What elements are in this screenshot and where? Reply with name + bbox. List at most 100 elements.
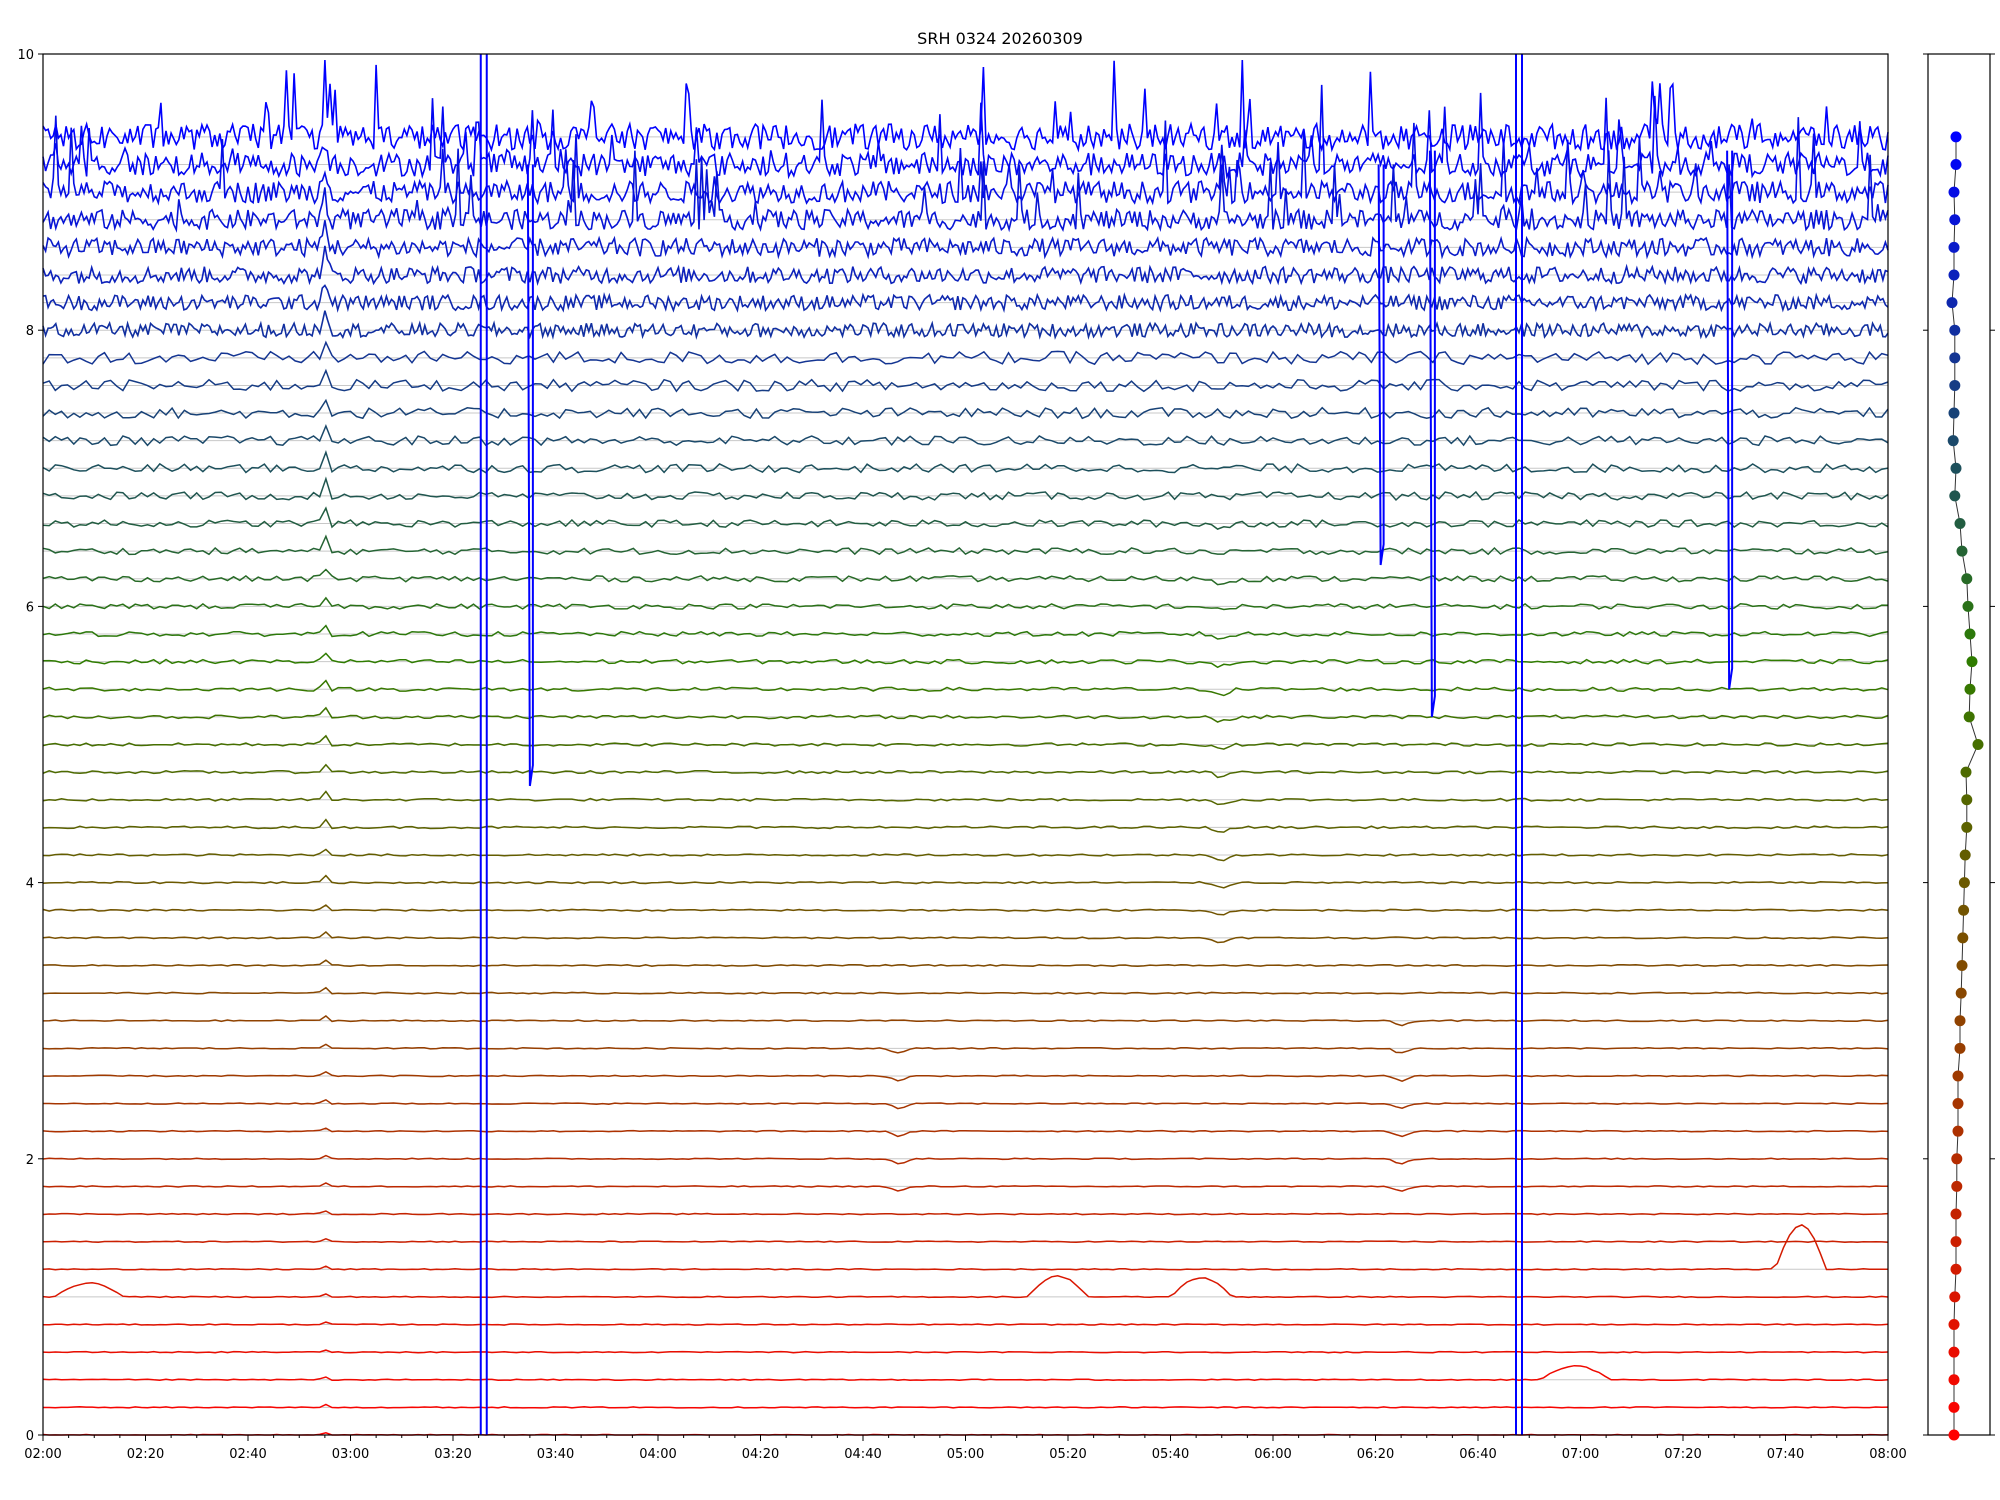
side-point <box>1948 1401 1960 1413</box>
trace-line <box>42 1237 1889 1243</box>
side-point <box>1950 1208 1962 1220</box>
trace-line <box>42 734 1889 750</box>
y-tick-label: 0 <box>26 1429 34 1444</box>
side-point <box>1950 131 1962 143</box>
x-tick-label: 03:20 <box>434 1447 471 1462</box>
side-point <box>1950 462 1962 474</box>
side-point <box>1949 379 1961 391</box>
trace-line <box>42 148 1889 233</box>
trace-line <box>42 245 1889 286</box>
trace-line <box>42 1349 1889 1354</box>
side-point <box>1949 490 1961 502</box>
side-point <box>1972 739 1984 750</box>
trace-line <box>42 568 1889 586</box>
side-point <box>1948 1319 1960 1331</box>
side-point <box>1948 407 1960 419</box>
side-point <box>1966 656 1978 668</box>
y-tick-label: 10 <box>17 48 34 63</box>
x-tick-label: 04:20 <box>742 1447 779 1462</box>
drop-line <box>526 164 534 787</box>
y-tick-label: 4 <box>26 877 34 892</box>
side-point <box>1957 932 1969 944</box>
side-point <box>1948 186 1960 198</box>
x-tick-label: 06:40 <box>1459 1447 1496 1462</box>
trace-line <box>42 904 1889 916</box>
side-point <box>1949 352 1961 364</box>
trace-line <box>42 848 1889 862</box>
side-point <box>1951 1153 1963 1165</box>
side-point <box>1951 1180 1963 1192</box>
side-point <box>1955 987 1967 999</box>
x-tick-label: 04:40 <box>844 1447 881 1462</box>
trace-line <box>42 1224 1889 1271</box>
x-tick-label: 02:40 <box>229 1447 266 1462</box>
side-point <box>1964 683 1976 695</box>
side-point <box>1964 628 1976 640</box>
x-tick-label: 07:00 <box>1562 1447 1599 1462</box>
traces <box>42 59 1889 1436</box>
side-point <box>1954 518 1966 530</box>
side-point <box>1956 959 1968 971</box>
trace-line <box>42 1182 1888 1192</box>
trace-line <box>43 1098 1889 1110</box>
trace-line <box>42 534 1889 556</box>
side-point <box>1947 435 1959 447</box>
x-tick-label: 05:00 <box>947 1447 984 1462</box>
side-point <box>1948 1374 1960 1386</box>
trace-line <box>42 59 1889 153</box>
trace-line <box>42 84 1889 180</box>
trace-line <box>42 476 1889 501</box>
trace-line <box>42 959 1889 967</box>
trace-line <box>42 624 1889 640</box>
trace-line <box>42 450 1889 474</box>
side-point <box>1958 877 1970 889</box>
side-point <box>1948 1429 1960 1441</box>
y-tick-label: 2 <box>26 1153 34 1168</box>
side-point <box>1960 766 1972 778</box>
trace-line <box>42 652 1889 669</box>
trace-line <box>42 1127 1889 1138</box>
trace-line <box>42 398 1889 420</box>
trace-line <box>42 1154 1889 1165</box>
side-point <box>1950 1236 1962 1248</box>
trace-line <box>42 1210 1889 1216</box>
x-tick-label: 05:40 <box>1152 1447 1189 1462</box>
side-point <box>1948 1346 1960 1358</box>
trace-line <box>42 679 1889 697</box>
trace-line <box>42 424 1889 447</box>
trace-line <box>42 986 1889 995</box>
side-point <box>1959 849 1971 861</box>
side-point <box>1950 158 1962 170</box>
side-point <box>1949 214 1961 226</box>
main-plot-area: 0 2 4 6 8 10 02:00 02:20 02:40 03:00 03:20 03:40 04:… <box>17 48 1906 1462</box>
trace-line <box>42 506 1889 530</box>
trace-line <box>42 931 1889 944</box>
trace-line <box>43 1403 1889 1409</box>
side-point <box>1949 1291 1961 1303</box>
side-point <box>1954 1015 1966 1027</box>
x-tick-label: 06:00 <box>1254 1447 1291 1462</box>
trace-line <box>42 1364 1889 1382</box>
trace-line <box>42 340 1889 366</box>
x-tick-label: 07:20 <box>1664 1447 1701 1462</box>
drop-line <box>1377 164 1385 566</box>
trace-line <box>42 763 1889 779</box>
y-tick-label: 6 <box>26 600 34 615</box>
side-point <box>1946 297 1958 309</box>
trace-line <box>43 1070 1889 1083</box>
drop-line <box>1428 150 1436 718</box>
x-tick-label: 04:00 <box>639 1447 676 1462</box>
trace-line <box>42 220 1889 260</box>
side-point <box>1948 241 1960 253</box>
x-tick-label: 08:00 <box>1869 1447 1906 1462</box>
side-point <box>1949 324 1961 336</box>
x-tick-label: 07:40 <box>1767 1447 1804 1462</box>
side-point <box>1962 600 1974 612</box>
x-tick-label: 03:40 <box>537 1447 574 1462</box>
trace-line <box>42 368 1889 393</box>
side-point <box>1950 1263 1962 1275</box>
drop-line <box>1726 150 1734 690</box>
side-point <box>1961 573 1973 585</box>
side-point <box>1952 1070 1964 1082</box>
x-tick-label: 02:20 <box>127 1447 164 1462</box>
